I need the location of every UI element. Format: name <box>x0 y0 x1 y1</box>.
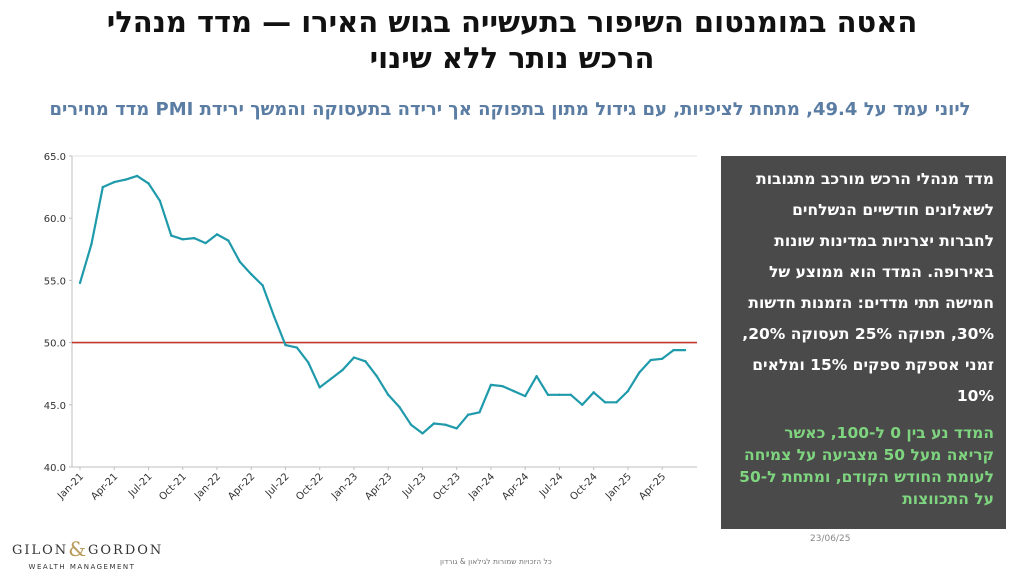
x-tick-label: Oct-24 <box>568 471 600 503</box>
data-point <box>147 182 150 185</box>
data-point <box>295 346 299 349</box>
data-point <box>238 260 242 263</box>
report-date: 23/06/25 <box>810 534 851 544</box>
logo-left: GILON <box>12 543 69 558</box>
data-point <box>660 357 664 360</box>
data-point <box>318 386 321 389</box>
x-tick-label: Jan-21 <box>55 471 86 502</box>
data-point <box>90 243 93 246</box>
data-point <box>638 371 641 374</box>
data-point <box>352 356 356 359</box>
data-point <box>603 401 607 404</box>
data-point <box>489 383 493 387</box>
data-point <box>444 423 447 426</box>
data-point <box>672 348 675 352</box>
logo-amp: & <box>68 537 88 561</box>
data-point <box>272 315 276 318</box>
x-tick-label: Jul-23 <box>400 471 429 500</box>
data-point <box>192 236 196 240</box>
data-point <box>649 358 652 362</box>
x-tick-label: Apr-21 <box>89 471 120 502</box>
data-point <box>398 406 401 409</box>
data-point <box>512 389 515 393</box>
data-point <box>558 393 561 397</box>
data-point <box>158 199 162 202</box>
pmi-series-line <box>78 174 685 435</box>
data-point <box>227 239 230 242</box>
x-tick-label: Jan-22 <box>192 471 223 502</box>
data-point <box>523 394 527 398</box>
data-point <box>432 422 436 425</box>
x-tick-label: Apr-22 <box>226 471 257 502</box>
data-point <box>261 284 264 287</box>
y-tick-label: 50.0 <box>44 339 66 350</box>
data-point <box>307 361 310 364</box>
y-tick-label: 55.0 <box>44 276 66 287</box>
x-tick-label: Jan-24 <box>466 471 497 502</box>
x-tick-label: Jan-25 <box>603 471 634 502</box>
panel-description: מדד מנהלי הרכש מורכב מתגובות לשאלונים חו… <box>742 170 994 405</box>
title-line-2: הרכש נותר ללא שינוי <box>369 41 655 75</box>
y-tick-label: 40.0 <box>44 463 66 474</box>
logo-right: GORDON <box>88 543 164 558</box>
title-line-1: האטה במומנטום השיפור בתעשייה בגוש האירו … <box>106 5 918 39</box>
data-point <box>181 238 184 241</box>
data-point <box>535 374 538 378</box>
data-point <box>466 413 470 416</box>
data-point <box>615 401 618 404</box>
data-point <box>569 393 573 397</box>
data-point <box>409 423 413 426</box>
data-point <box>341 368 344 372</box>
data-point <box>501 384 504 388</box>
data-point <box>546 393 550 397</box>
data-point <box>124 178 127 181</box>
panel-range-note: המדד נע בין 0 ל-100, כאשר קריאה מעל 50 מ… <box>739 424 994 508</box>
data-point <box>329 377 333 380</box>
y-tick-label: 45.0 <box>44 401 66 412</box>
data-point <box>215 233 219 236</box>
data-point <box>421 432 424 435</box>
pmi-line-chart: 40.045.050.055.060.065.0 Jan-21 Apr-21 Jul… <box>44 152 697 503</box>
x-tick-label: Jul-24 <box>537 471 566 500</box>
data-point <box>455 427 458 430</box>
x-tick-label: Oct-21 <box>157 471 189 503</box>
logo-subtitle: WEALTH MANAGEMENT <box>28 563 136 571</box>
x-tick-label: Oct-22 <box>294 471 326 503</box>
data-point <box>478 411 481 414</box>
data-point <box>581 403 584 406</box>
x-tick-label: Apr-25 <box>637 471 668 502</box>
x-tick-label: Apr-24 <box>500 471 531 502</box>
copyright-footer: כל הזכויות שמורות לגילאון & גורדון <box>440 557 552 566</box>
x-tick-label: Oct-23 <box>431 471 463 503</box>
y-tick-label: 65.0 <box>44 152 66 163</box>
data-point <box>364 360 367 363</box>
data-point <box>683 348 687 352</box>
data-point <box>387 393 390 397</box>
x-tick-label: Jul-22 <box>263 471 292 500</box>
data-point <box>78 281 82 285</box>
data-point <box>375 374 378 378</box>
data-point <box>626 389 630 393</box>
y-tick-label: 60.0 <box>44 214 66 225</box>
data-point <box>284 343 287 347</box>
data-point <box>113 180 116 184</box>
company-logo: GILON&GORDON WEALTH MANAGEMENT <box>12 537 161 571</box>
data-point <box>592 391 595 394</box>
data-point <box>204 241 207 245</box>
x-tick-label: Jul-21 <box>126 471 155 500</box>
data-point <box>135 174 139 178</box>
page-title: האטה במומנטום השיפור בתעשייה בגוש האירו … <box>20 4 1004 76</box>
x-tick-label: Jan-23 <box>329 471 360 502</box>
data-point <box>250 272 253 276</box>
info-panel: מדד מנהלי הרכש מורכב מתגובות לשאלונים חו… <box>721 156 1006 529</box>
chart-subtitle: ליוני עמד על 49.4, מתחת לציפיות, עם גידו… <box>49 99 971 120</box>
data-point <box>101 185 105 189</box>
x-tick-label: Apr-23 <box>363 471 394 502</box>
data-point <box>170 234 173 237</box>
